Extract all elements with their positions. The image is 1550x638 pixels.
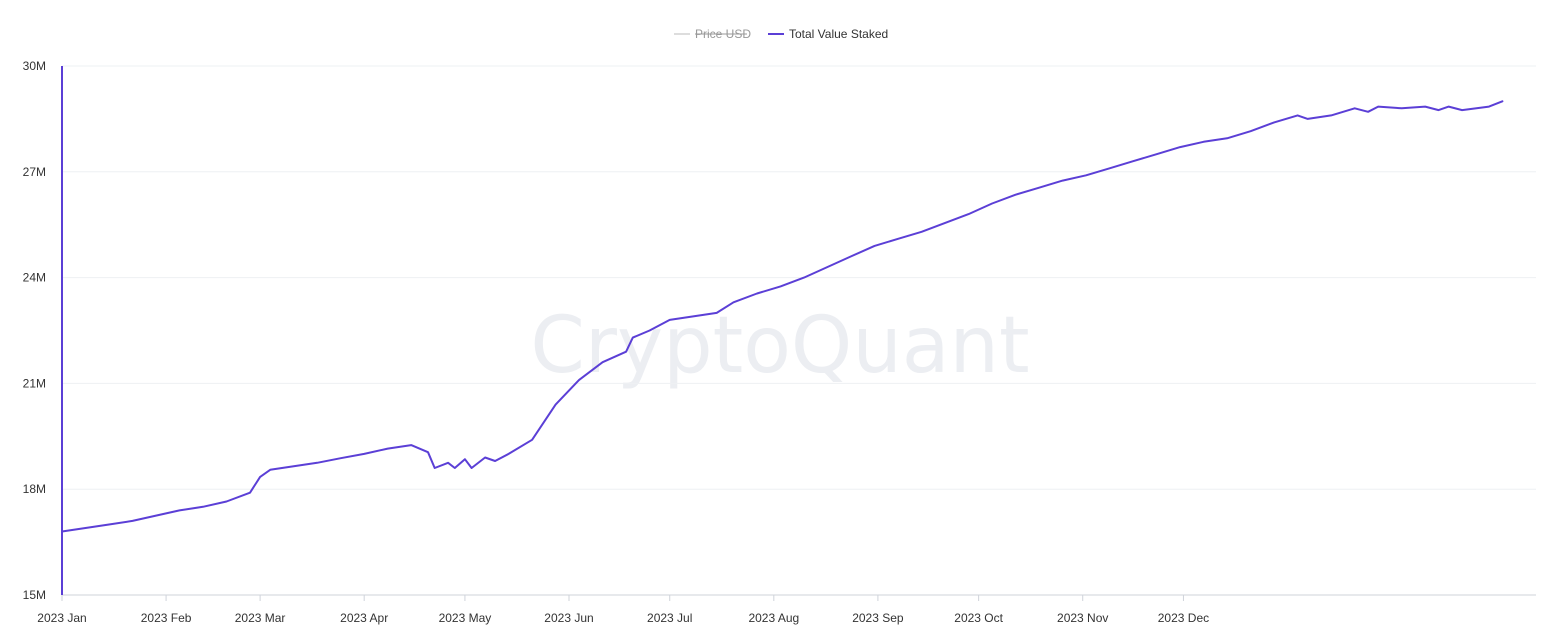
x-tick-label: 2023 Jul — [647, 611, 692, 625]
x-tick-label: 2023 Sep — [852, 611, 904, 625]
y-axis-ticks: 15M 18M 21M 24M 27M 30M — [23, 59, 46, 602]
x-tick-label: 2023 Nov — [1057, 611, 1108, 625]
y-tick-label: 15M — [23, 588, 46, 602]
x-tick-label: 2023 Apr — [340, 611, 388, 625]
legend-item-total-value-staked[interactable]: Total Value Staked — [768, 27, 888, 41]
legend-label-total-value-staked: Total Value Staked — [789, 27, 888, 41]
y-tick-label: 24M — [23, 271, 46, 285]
y-tick-label: 30M — [23, 59, 46, 73]
legend: Price USD Total Value Staked — [674, 27, 888, 41]
x-tick-label: 2023 Feb — [141, 611, 192, 625]
x-tick-label: 2023 Mar — [235, 611, 286, 625]
series-line-total-value-staked[interactable] — [61, 100, 1504, 533]
legend-item-price-usd[interactable]: Price USD — [674, 27, 751, 41]
y-tick-label: 21M — [23, 376, 46, 390]
y-tick-label: 27M — [23, 165, 46, 179]
x-tick-label: 2023 May — [439, 611, 492, 625]
y-tick-label: 18M — [23, 482, 46, 496]
x-tick-label: 2023 Oct — [954, 611, 1003, 625]
x-axis-ticks: 2023 Jan 2023 Feb 2023 Mar 2023 Apr 2023 May… — [37, 595, 1209, 625]
x-tick-label: 2023 Jun — [544, 611, 593, 625]
x-tick-label: 2023 Dec — [1158, 611, 1209, 625]
x-tick-label: 2023 Jan — [37, 611, 86, 625]
watermark-text: CryptoQuant — [530, 301, 1029, 391]
x-tick-label: 2023 Aug — [748, 611, 799, 625]
